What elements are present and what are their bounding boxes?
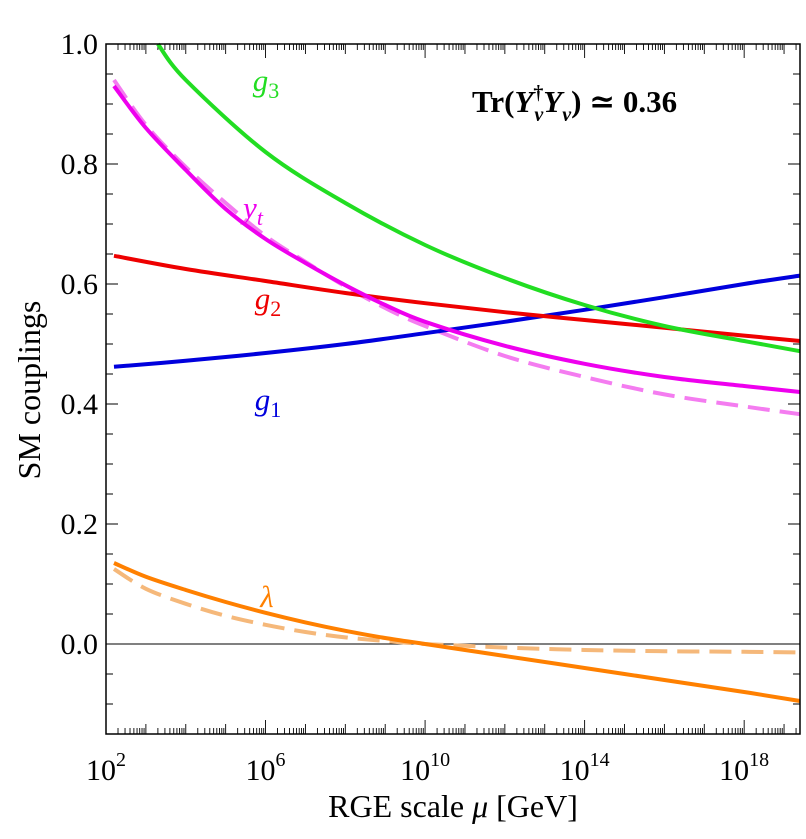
series-label-yt: yt	[240, 190, 264, 230]
labels-layer: 0.0 0.2 0.4 0.6 0.8 1.0 102 106 1010 1014 1018 g3 yt…	[61, 28, 770, 787]
series-label-g3: g3	[253, 63, 280, 103]
x-tick-label: 1018	[719, 749, 769, 787]
annot-y1-sup: †	[533, 82, 543, 104]
x-axis-title-suffix: [GeV]	[488, 788, 578, 824]
plot-frame	[105, 43, 801, 735]
x-axis-title-prefix: RGE scale	[328, 788, 472, 824]
annot-y1-sub: ν	[534, 104, 544, 126]
series-line-λ-dashed-	[112, 567, 801, 655]
annot-y1: Y	[514, 84, 536, 119]
series-line-λ	[113, 561, 801, 703]
y-tick-label: 0.6	[61, 268, 99, 301]
y-tick-label: 0.2	[61, 508, 99, 541]
y-tick-label: 0.8	[61, 148, 99, 181]
x-axis-title-mu: μ	[471, 788, 488, 824]
annot-prefix: Tr(	[472, 84, 514, 119]
curves-layer	[112, 42, 801, 703]
annot-suffix: ) ≃ 0.36	[571, 84, 677, 119]
y-tick-label: 1.0	[61, 28, 99, 61]
trace-annotation: Tr(Y† νYν) ≃ 0.36	[472, 82, 677, 126]
x-tick-label: 1014	[560, 749, 610, 787]
x-tick-label: 102	[86, 749, 126, 787]
series-line-yt-dashed-	[112, 78, 801, 417]
y-axis-title: SM couplings	[11, 301, 47, 480]
series-label-g1: g1	[255, 382, 282, 422]
series-line-g1	[113, 273, 801, 369]
series-label-λ: λ	[259, 579, 273, 614]
ticks-layer	[105, 43, 800, 735]
series-line-yt	[112, 84, 801, 394]
annot-y2-sub: ν	[562, 104, 572, 126]
series-label-g2: g2	[255, 281, 282, 321]
x-tick-label: 1010	[400, 749, 450, 787]
series-line-g3	[156, 42, 801, 354]
y-tick-label: 0.4	[61, 388, 99, 421]
x-axis-title: RGE scale μ [GeV]	[328, 788, 578, 824]
annot-y2: Y	[543, 84, 565, 119]
x-tick-label: 106	[246, 749, 286, 787]
y-tick-label: 0.0	[61, 628, 99, 661]
